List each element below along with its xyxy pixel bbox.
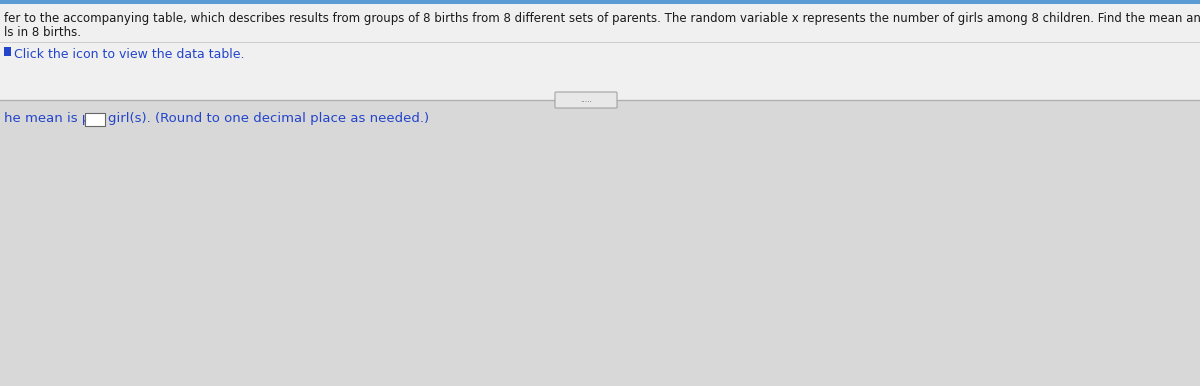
Text: ls in 8 births.: ls in 8 births. <box>4 26 82 39</box>
Bar <box>4 47 11 56</box>
Text: girl(s). (Round to one decimal place as needed.): girl(s). (Round to one decimal place as … <box>108 112 430 125</box>
Text: fer to the accompanying table, which describes results from groups of 8 births f: fer to the accompanying table, which des… <box>4 12 1200 25</box>
Text: .....: ..... <box>580 95 592 105</box>
Bar <box>0 0 1200 105</box>
Text: he mean is μ =: he mean is μ = <box>4 112 110 125</box>
Bar <box>85 113 106 126</box>
Text: Click the icon to view the data table.: Click the icon to view the data table. <box>14 48 245 61</box>
Bar <box>0 100 1200 386</box>
Bar <box>0 0 1200 4</box>
FancyBboxPatch shape <box>554 92 617 108</box>
